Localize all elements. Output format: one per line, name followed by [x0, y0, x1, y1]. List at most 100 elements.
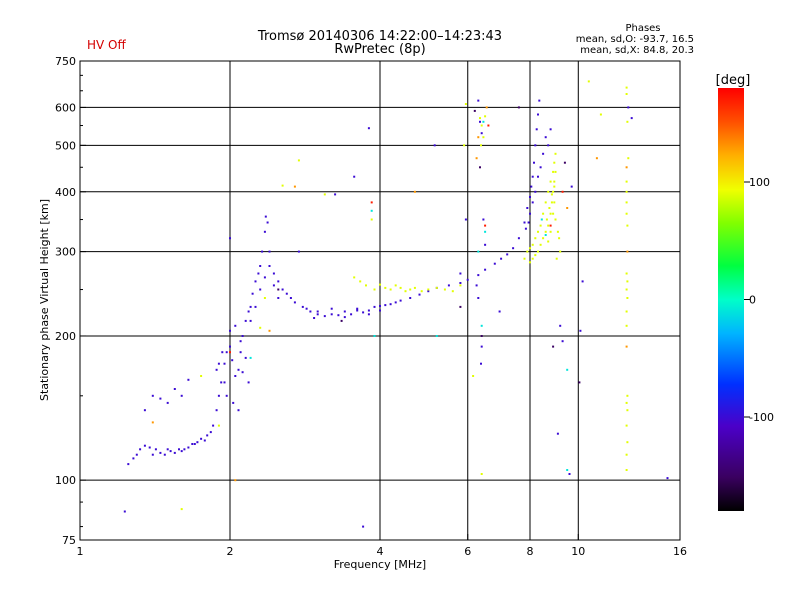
- echo-point: [540, 218, 543, 221]
- echo-point: [263, 230, 266, 233]
- echo-point: [389, 288, 392, 291]
- echo-point: [379, 283, 381, 286]
- echo-point: [554, 170, 557, 173]
- echo-point: [247, 381, 250, 384]
- echo-point: [343, 316, 346, 319]
- echo-point: [537, 250, 539, 253]
- echo-point: [234, 324, 237, 327]
- echo-point: [537, 175, 539, 178]
- echo-point: [475, 157, 478, 160]
- echo-point: [506, 253, 509, 256]
- echo-point: [531, 257, 534, 260]
- echo-point: [558, 237, 561, 240]
- echo-point: [627, 157, 630, 160]
- echo-point: [217, 394, 220, 397]
- echo-point: [268, 265, 271, 267]
- echo-point: [480, 124, 483, 127]
- echo-point: [394, 301, 397, 304]
- echo-point: [281, 288, 284, 291]
- echo-point: [356, 309, 359, 312]
- echo-point: [559, 324, 562, 327]
- echo-point: [553, 185, 556, 188]
- echo-point: [459, 284, 462, 287]
- echo-point: [527, 221, 530, 224]
- chart-title: Tromsø 20140306 14:22:00–14:23:43: [257, 29, 502, 44]
- echo-point: [215, 368, 218, 371]
- echo-point: [266, 221, 269, 224]
- echo-point: [484, 230, 487, 233]
- echo-point: [625, 272, 628, 275]
- colorbar-ticks: 100 0 -100: [744, 176, 774, 424]
- echo-point: [151, 421, 154, 424]
- echo-point: [625, 190, 628, 193]
- echo-point: [166, 448, 169, 451]
- echo-point: [180, 450, 183, 453]
- echo-point: [259, 288, 262, 291]
- echo-point: [409, 297, 412, 299]
- echo-point: [316, 310, 319, 313]
- echo-point: [435, 286, 438, 289]
- echo-point: [464, 218, 467, 221]
- echo-point: [552, 170, 555, 173]
- echo-point: [180, 508, 183, 511]
- echo-point: [435, 335, 438, 337]
- echo-point: [241, 335, 244, 337]
- echo-point: [477, 274, 480, 277]
- echo-point: [534, 254, 537, 257]
- echo-point: [244, 319, 247, 322]
- x-axis-label: Frequency [MHz]: [334, 558, 426, 571]
- echo-point: [599, 113, 602, 116]
- echo-point: [139, 448, 142, 451]
- echo-point: [297, 159, 300, 162]
- echo-point: [200, 437, 203, 440]
- echo-point: [529, 261, 531, 264]
- echo-point: [626, 409, 629, 412]
- echo-point: [389, 303, 392, 306]
- echo-point: [359, 280, 362, 283]
- echo-point: [493, 262, 496, 265]
- echo-point: [234, 479, 237, 482]
- echo-point: [547, 224, 550, 227]
- echo-point: [531, 243, 534, 246]
- echo-point: [547, 190, 550, 193]
- y-tick-label: 75: [62, 534, 76, 547]
- axis-ticks: 1 2 4 6 8 10 16 75 100 200 300 400 500 600 750: [55, 55, 687, 558]
- echo-point: [178, 448, 180, 451]
- echo-point: [626, 394, 629, 397]
- echo-point: [330, 307, 333, 310]
- echo-point: [309, 310, 312, 313]
- echo-point: [553, 201, 556, 204]
- echo-point: [529, 196, 531, 198]
- colorbar-tick-label: 0: [749, 294, 756, 307]
- echo-point: [237, 368, 240, 371]
- echo-point: [554, 152, 557, 155]
- echo-point: [249, 356, 252, 359]
- x-tick-label: 1: [77, 545, 84, 558]
- echo-point: [370, 218, 373, 221]
- echo-point: [556, 432, 559, 435]
- echo-point: [151, 453, 154, 456]
- echo-point: [143, 444, 146, 447]
- echo-point: [463, 144, 466, 147]
- echo-point: [334, 193, 337, 196]
- echo-point: [561, 340, 564, 343]
- echo-point: [626, 224, 629, 227]
- echo-point: [187, 378, 190, 381]
- echo-point: [539, 243, 542, 246]
- echo-point: [399, 286, 402, 289]
- echo-point: [473, 109, 476, 112]
- echo-point: [523, 221, 526, 224]
- echo-point: [297, 250, 300, 253]
- hv-status: HV Off: [87, 38, 126, 52]
- echo-point: [556, 230, 559, 233]
- echo-point: [367, 127, 370, 130]
- echo-point: [561, 190, 564, 193]
- echo-point: [220, 381, 223, 384]
- echo-point: [223, 362, 226, 365]
- echo-point: [523, 257, 526, 260]
- echo-point: [135, 453, 138, 456]
- echo-point: [479, 166, 481, 169]
- echo-point: [362, 311, 365, 314]
- echo-point: [180, 394, 183, 397]
- echo-point: [323, 315, 326, 318]
